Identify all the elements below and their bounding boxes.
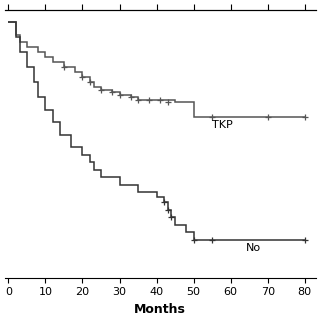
Text: TKP: TKP — [212, 120, 233, 130]
X-axis label: Months: Months — [134, 303, 186, 316]
Text: No: No — [245, 243, 260, 252]
